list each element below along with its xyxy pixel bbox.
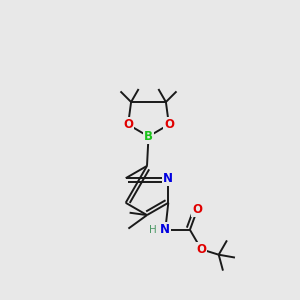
Text: H: H <box>149 225 157 235</box>
Text: N: N <box>163 172 173 185</box>
Text: O: O <box>196 243 206 256</box>
Text: N: N <box>160 223 170 236</box>
Text: O: O <box>123 118 133 131</box>
Text: B: B <box>144 130 153 143</box>
Text: O: O <box>164 118 174 131</box>
Text: O: O <box>192 203 203 216</box>
